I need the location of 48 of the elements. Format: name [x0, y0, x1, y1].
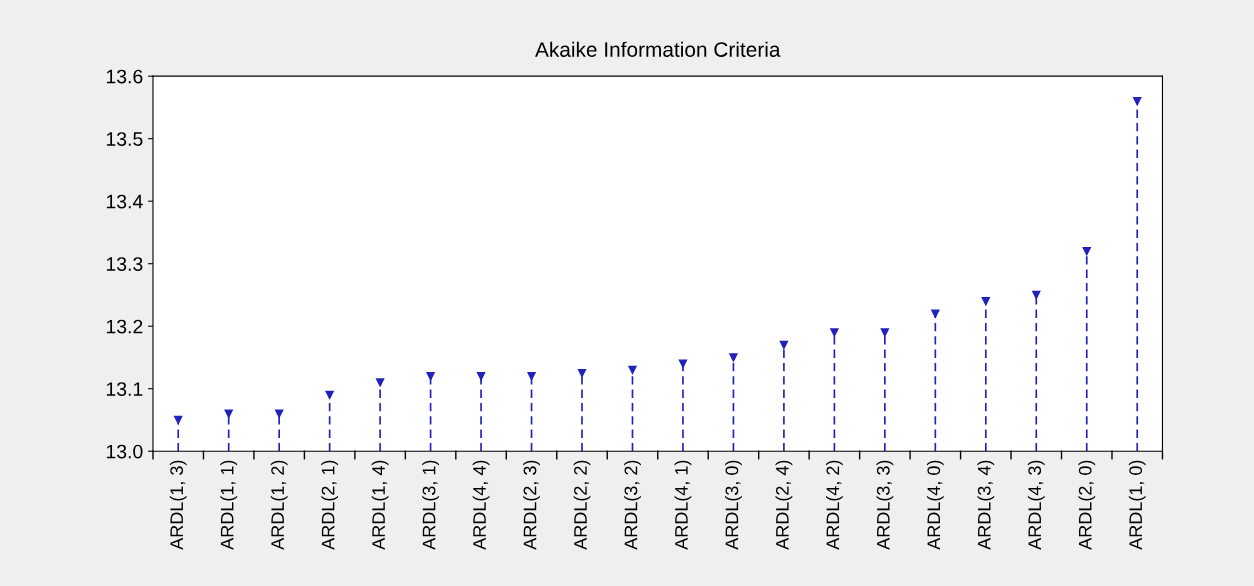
- point: [729, 353, 738, 362]
- y-tick-label: 13.3: [106, 257, 143, 271]
- x-tick-label: ARDL(3, 0): [725, 460, 742, 550]
- x-tick-label: ARDL(4, 4): [472, 460, 490, 550]
- y-tick-label: 13.0: [106, 444, 143, 459]
- y-tick-label: 13.1: [106, 382, 143, 396]
- point: [325, 390, 334, 400]
- point: [476, 372, 486, 381]
- x-tick-label: ARDL(3, 2): [624, 460, 641, 550]
- x-tick-label: ARDL(4, 3): [1027, 460, 1045, 550]
- x-tick-label: ARDL(2, 1): [321, 460, 339, 550]
- point: [981, 297, 990, 306]
- x-tick-label: ARDL(2, 4): [775, 460, 793, 550]
- x-tick-label: ARDL(1, 3): [169, 460, 187, 550]
- chart-title: Akaike Information Criteria: [535, 41, 781, 57]
- y-tick-label: 13.5: [106, 132, 143, 146]
- point: [880, 328, 890, 337]
- x-tick-label: ARDL(1, 4): [371, 460, 389, 550]
- point: [830, 328, 839, 337]
- point: [779, 340, 789, 350]
- point: [375, 378, 385, 387]
- x-tick-label: ARDL(1, 0): [1128, 460, 1146, 550]
- point: [174, 415, 183, 425]
- point: [426, 372, 435, 381]
- x-tick-label: ARDL(4, 0): [926, 460, 944, 550]
- x-tick-label: ARDL(4, 2): [825, 460, 843, 550]
- point: [527, 372, 536, 381]
- x-tick-label: ARDL(3, 3): [876, 460, 894, 550]
- x-tick-label: ARDL(1, 2): [270, 460, 288, 550]
- x-tick-label: ARDL(1, 1): [220, 460, 238, 550]
- x-tick-label: ARDL(3, 1): [422, 460, 439, 550]
- point: [1082, 247, 1091, 256]
- point: [275, 409, 284, 418]
- x-tick-label: ARDL(4, 1): [674, 460, 692, 550]
- x-tick-label: ARDL(2, 2): [573, 460, 591, 550]
- point: [678, 359, 688, 368]
- y-tick-label: 13.2: [106, 319, 143, 334]
- x-tick-label: ARDL(3, 4): [977, 460, 995, 550]
- y-tick-label: 13.6: [106, 69, 143, 84]
- point: [224, 409, 233, 418]
- point: [1133, 97, 1142, 106]
- point: [1032, 290, 1041, 300]
- point: [577, 368, 587, 378]
- point: [931, 309, 940, 318]
- point: [628, 365, 637, 375]
- y-tick-label: 13.4: [106, 194, 143, 209]
- x-tick-label: ARDL(2, 0): [1078, 460, 1096, 550]
- x-tick-label: ARDL(2, 3): [523, 460, 540, 550]
